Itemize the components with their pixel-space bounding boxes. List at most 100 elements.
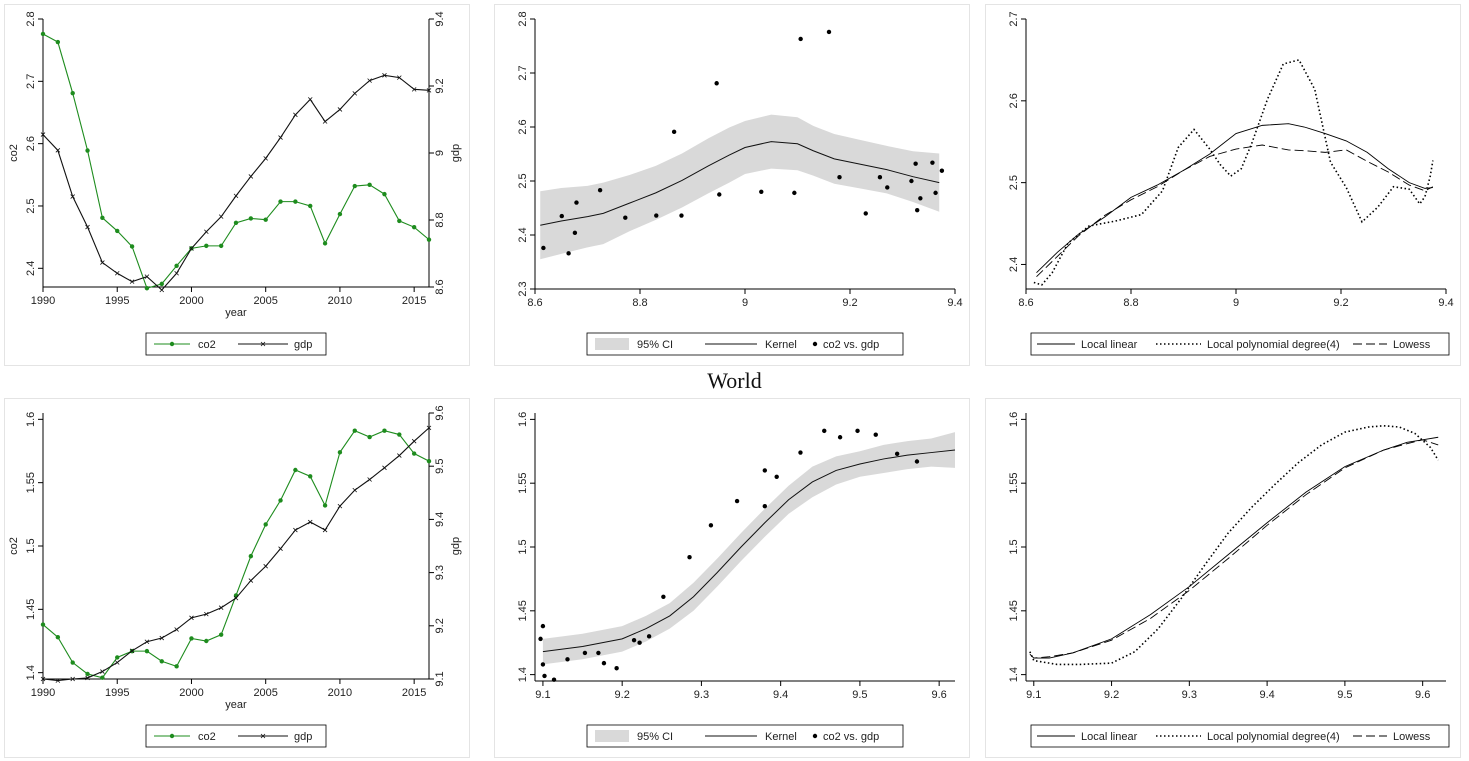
y-tick-label: 1.55 xyxy=(25,472,37,493)
x-marker-stroke xyxy=(352,91,358,96)
x-tick-label: 9.6 xyxy=(932,689,947,701)
point-co2 xyxy=(218,243,224,249)
chart-co2-gdp-timeseries-world: 1990 1995 2000 2005 2010 2015 2.4 2.5 2.6 2.7 2.8 y… xyxy=(8,11,462,356)
legend-swatch-ci xyxy=(595,730,629,742)
x-marker-stroke xyxy=(159,287,165,293)
chart-nonparametric-fits-world: 8.6 8.8 9 9.2 9.4 2.4 2.5 2.6 2.7 Local linear Loc… xyxy=(1008,11,1454,356)
x-tick-label: 2000 xyxy=(179,295,203,307)
point-gdp xyxy=(337,503,343,509)
y-tick-label: 1.45 xyxy=(1008,600,1020,621)
point-gdp xyxy=(307,519,313,525)
point-co2 xyxy=(367,434,372,440)
y2-tick-label: 9.4 xyxy=(434,512,446,527)
point-co2 xyxy=(55,635,61,640)
scatter-point xyxy=(855,428,860,434)
scatter-point xyxy=(822,428,827,434)
point-gdp xyxy=(129,648,135,654)
point-co2 xyxy=(367,182,372,187)
point-gdp xyxy=(233,193,239,199)
legend-marker-gdp xyxy=(260,733,266,739)
legend-marker-points xyxy=(812,341,818,347)
point-co2 xyxy=(204,243,209,249)
scatter-point xyxy=(930,160,935,165)
point-gdp xyxy=(144,639,150,645)
y-tick-label: 1.6 xyxy=(25,412,37,427)
scatter-point xyxy=(559,213,564,219)
y-tick-label: 2.4 xyxy=(517,227,529,242)
kernel-fit-line xyxy=(540,141,940,226)
y2-tick-label: 9.2 xyxy=(434,78,446,93)
ci-band xyxy=(540,114,940,260)
x-marker-stroke xyxy=(263,563,268,569)
x-tick-label: 8.6 xyxy=(527,297,542,309)
point-gdp xyxy=(100,669,105,674)
point-gdp xyxy=(367,477,372,482)
point-gdp xyxy=(322,119,328,124)
y-tick-label: 2.4 xyxy=(25,261,37,276)
chart-kernel-regression-world: 8.6 8.8 9 9.2 9.4 2.3 2.4 2.5 2.6 2.7 2.8 95% CI Ker… xyxy=(517,11,963,356)
x-marker-stroke xyxy=(233,193,239,199)
y-tick-label: 1.5 xyxy=(517,539,529,554)
point-co2 xyxy=(204,638,209,644)
legend-box xyxy=(145,724,327,748)
x-marker-stroke xyxy=(189,615,194,621)
y-tick-label: 2.7 xyxy=(517,65,529,80)
legend-label-lowess: Lowess xyxy=(1393,731,1431,743)
scatter-point xyxy=(623,215,628,220)
point-gdp xyxy=(382,72,387,78)
scatter-point xyxy=(762,468,768,473)
y-tick-label: 2.5 xyxy=(1008,175,1020,190)
legend-label-co2: co2 xyxy=(198,731,216,743)
x-marker-stroke xyxy=(382,72,387,78)
panel-nonparametric-fits-world: 8.6 8.8 9 9.2 9.4 2.4 2.5 2.6 2.7 Local linear Loc… xyxy=(985,4,1461,366)
x-marker-stroke xyxy=(260,341,266,347)
point-co2 xyxy=(397,432,402,437)
scatter-point xyxy=(631,637,637,643)
point-co2 xyxy=(70,660,75,665)
legend-label-local-linear: Local linear xyxy=(1081,731,1138,743)
x-tick-label: 9.2 xyxy=(842,297,857,309)
scatter-point xyxy=(792,190,797,196)
fit-line-local-poly4 xyxy=(1033,58,1434,286)
point-co2 xyxy=(100,215,105,221)
y-tick-label: 2.6 xyxy=(1008,93,1020,108)
point-gdp xyxy=(85,224,90,230)
y-tick-label: 2.4 xyxy=(1008,257,1020,272)
scatter-point xyxy=(572,230,578,236)
series-line-co2 xyxy=(42,33,430,289)
x-marker-stroke xyxy=(426,425,432,431)
point-gdp xyxy=(55,148,61,153)
point-co2 xyxy=(233,220,239,226)
point-co2 xyxy=(352,183,357,189)
legend-label-gdp: gdp xyxy=(294,339,312,351)
point-co2 xyxy=(174,263,179,269)
point-gdp xyxy=(144,274,150,279)
panel-kernel-regression-world: 8.6 8.8 9 9.2 9.4 2.3 2.4 2.5 2.6 2.7 2.8 95% CI Ker… xyxy=(494,4,970,366)
x-marker-stroke xyxy=(337,503,343,509)
x-marker-stroke xyxy=(307,97,313,102)
y-tick-label: 1.6 xyxy=(1008,412,1020,427)
x-marker-stroke xyxy=(55,148,61,153)
y2-axis-label: gdp xyxy=(450,144,462,162)
legend-marker-gdp xyxy=(260,341,266,347)
point-gdp xyxy=(233,595,239,601)
x-marker-stroke xyxy=(397,75,402,80)
x-marker-stroke xyxy=(293,112,298,118)
legend-label-kernel: Kernel xyxy=(765,339,797,351)
point-gdp xyxy=(382,465,387,471)
x-marker-stroke xyxy=(411,438,417,444)
y-tick-label: 2.5 xyxy=(517,173,529,188)
x-tick-label: 9.4 xyxy=(773,689,788,701)
legend-box xyxy=(1030,332,1450,356)
point-gdp xyxy=(352,91,358,96)
point-co2 xyxy=(115,228,120,234)
scatter-point xyxy=(582,650,588,656)
scatter-point xyxy=(541,245,546,251)
point-co2 xyxy=(159,659,164,664)
scatter-point xyxy=(759,189,764,194)
scatter-point xyxy=(877,175,883,180)
legend-label-points: co2 vs. gdp xyxy=(823,731,879,743)
x-marker-stroke xyxy=(144,639,150,645)
scatter-point xyxy=(913,161,918,166)
x-tick-label: 9 xyxy=(1233,297,1239,309)
